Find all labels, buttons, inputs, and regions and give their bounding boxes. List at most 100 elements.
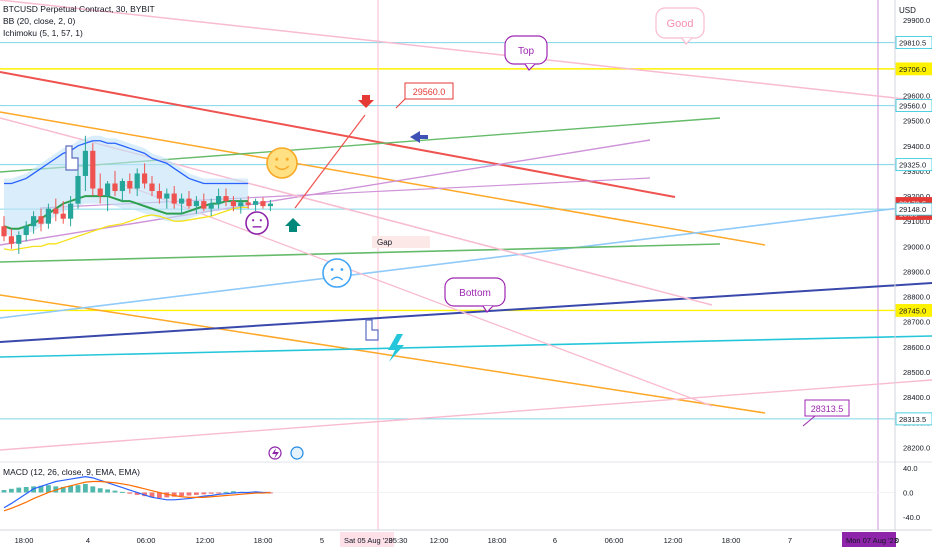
sad-face-icon-eye	[340, 268, 344, 271]
macd-histogram-bar	[75, 485, 81, 493]
annotations[interactable]: Good Top Bottom Gap 29560.0 28313.5	[65, 7, 850, 460]
macd-histogram-bar	[16, 487, 22, 493]
neutral-face-icon-eye	[252, 219, 255, 222]
neutral-face-icon	[245, 211, 269, 235]
candle	[230, 201, 236, 207]
time-tick-label: 6	[553, 536, 557, 545]
macd-histogram-bar	[208, 492, 214, 494]
candle	[216, 196, 222, 204]
legend-bb[interactable]: BB (20, close, 2, 0)	[3, 16, 76, 26]
candle	[75, 175, 81, 204]
candle	[171, 193, 177, 204]
candle	[90, 150, 96, 189]
price-tick-label: 29900.0	[903, 16, 930, 25]
gap-label: Gap	[377, 238, 393, 247]
event-bolt-icon	[272, 448, 279, 459]
macd-histogram-bar	[9, 488, 14, 493]
macd-pane	[0, 461, 932, 512]
blue-trendline	[0, 203, 932, 319]
legend-ichimoku[interactable]: Ichimoku (5, 1, 57, 1)	[3, 28, 83, 38]
macd-histogram-bar	[105, 489, 110, 493]
macd-histogram-bar	[134, 492, 140, 495]
candle	[179, 198, 185, 204]
candle	[112, 183, 118, 192]
price-tick-label: 28700.0	[903, 318, 930, 327]
neutral-face-icon-eye	[259, 219, 262, 222]
candle	[38, 216, 44, 224]
cyan-trendline	[0, 335, 932, 358]
time-axis[interactable]: 18:00 4 06:00 12:00 18:00 5 Sat 05 Aug '2305:3…	[0, 529, 932, 547]
candle	[97, 188, 103, 197]
macd-histogram-bar	[68, 485, 73, 493]
down-arrow-icon	[358, 95, 374, 108]
price-axis[interactable]: 29900.029800.029700.029600.029500.029400…	[894, 0, 932, 530]
candle	[223, 196, 229, 202]
bb-lower-band	[3, 206, 249, 251]
price-tick-label: 28400.0	[903, 393, 930, 402]
time-tick-label: 12:00	[664, 536, 683, 545]
macd-histogram-bar	[223, 491, 229, 493]
bottom-callout-box	[444, 277, 506, 307]
time-tick-label: 05:30	[389, 536, 408, 545]
happy-face-icon-mouth	[274, 165, 290, 171]
pink-trendline	[119, 182, 713, 407]
price-callout-box	[804, 399, 850, 417]
price-callout-text: 28313.5	[811, 404, 844, 414]
bottom-callout-text: Bottom	[459, 288, 491, 299]
indicators	[3, 135, 249, 251]
price-tag-label: 29148.0	[899, 205, 926, 214]
legend-macd[interactable]: MACD (12, 26, close, 9, EMA, EMA)	[3, 467, 140, 477]
sad-face-icon-mouth	[330, 276, 344, 281]
candle	[105, 183, 111, 197]
macd-histogram-bar	[201, 492, 207, 495]
bottom-callout-pointer	[482, 305, 494, 313]
macd-histogram-bar	[120, 491, 125, 493]
price-tick-label: 28900.0	[903, 267, 930, 276]
bottom-callout: Bottom	[444, 277, 506, 313]
price-tag	[895, 158, 932, 172]
orange-trendline	[0, 294, 766, 414]
macd-histogram-bar	[83, 483, 88, 493]
time-tick-label: 7	[788, 536, 792, 545]
sad-face-icon-circle	[322, 258, 352, 288]
gap-zone	[372, 236, 430, 248]
price-tag-label: 29810.5	[899, 39, 926, 48]
candle	[8, 236, 14, 244]
price-tag	[895, 304, 932, 317]
price-tick-label: 29200.0	[903, 192, 930, 201]
up-arrow-icon	[285, 218, 301, 232]
macd-histogram-bar	[112, 490, 118, 493]
red-trendline	[0, 71, 676, 198]
currency-label[interactable]: USD	[899, 6, 916, 15]
candle	[53, 208, 59, 214]
time-tick-label: 06:00	[137, 536, 156, 545]
red-arrow-line	[294, 114, 366, 209]
macd-signal-line	[3, 480, 271, 512]
bb-upper-band	[4, 140, 249, 185]
candle	[253, 201, 259, 205]
candle	[134, 173, 140, 189]
macd-histogram-bar	[90, 486, 96, 493]
legend-symbol[interactable]: BTCUSD Perpetual Contract, 30, BYBIT	[3, 4, 155, 14]
price-tag	[895, 202, 932, 216]
candle	[267, 203, 273, 207]
macd-histogram-bar	[231, 491, 236, 493]
macd-histogram-bar	[157, 492, 162, 498]
macd-histogram-bar	[179, 492, 184, 497]
top-callout-pointer	[524, 63, 536, 71]
top-callout-text: Top	[518, 46, 535, 57]
lightning-icon	[388, 334, 404, 362]
sad-face-icon	[322, 258, 352, 288]
candle	[201, 201, 207, 209]
candle	[208, 203, 214, 209]
candle	[260, 201, 266, 207]
candlestick-series	[1, 135, 273, 254]
price-tick-label: 29600.0	[903, 92, 930, 101]
candle	[119, 180, 125, 192]
sad-face-icon-eye	[330, 268, 334, 271]
price-tag-label: 29706.0	[899, 65, 926, 74]
left-arrow-icon	[410, 131, 428, 143]
drawn-trendlines[interactable]	[0, 0, 932, 451]
